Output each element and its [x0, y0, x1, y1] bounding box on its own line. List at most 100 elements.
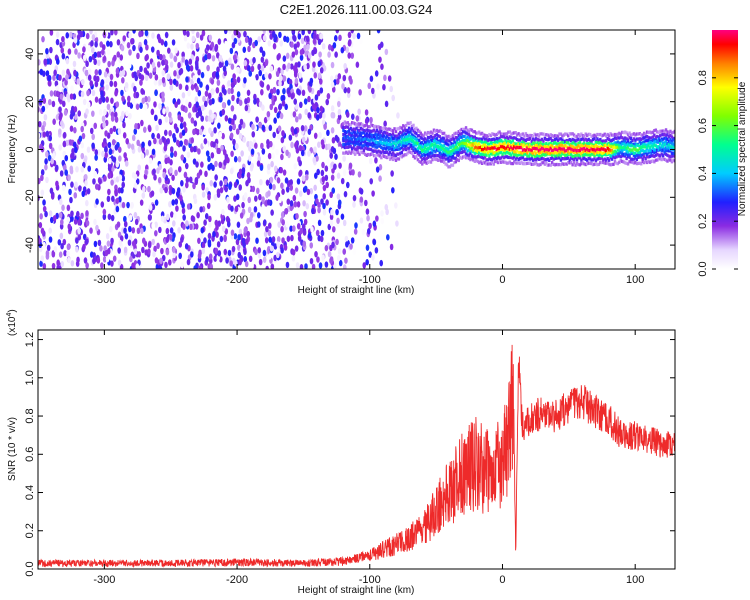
spectrogram-noise-cell — [150, 108, 155, 116]
spectrogram-signal-cell — [648, 136, 652, 140]
spectrogram-signal-cell — [498, 136, 501, 140]
spectrogram-noise-cell — [244, 206, 249, 213]
spectrogram-noise-cell — [260, 89, 264, 96]
spectrogram-noise-cell — [170, 211, 174, 218]
spectrogram-signal-cell — [616, 143, 620, 148]
spectrogram-signal-cell — [491, 141, 494, 145]
spectrogram-signal-cell — [473, 155, 477, 159]
spectrogram-noise-cell — [113, 80, 118, 88]
spectrogram-signal-cell — [356, 122, 360, 126]
spectrogram-signal-cell — [406, 135, 409, 139]
spectrogram-signal-cell — [588, 139, 592, 143]
spectrogram-signal-cell — [381, 141, 385, 146]
spectrogram-signal-cell — [600, 151, 604, 155]
spectrogram-signal-cell — [530, 139, 533, 143]
spectrogram-signal-cell — [653, 129, 656, 133]
spectrogram-signal-cell — [454, 136, 458, 140]
spectrogram-signal-cell — [359, 146, 363, 150]
spectrogram-signal-cell — [421, 162, 424, 166]
spectrogram-noise-cell — [311, 103, 316, 110]
spectrogram-noise-cell — [305, 203, 310, 210]
spectrogram-signal-cell — [587, 132, 590, 136]
spectrogram-signal-cell — [672, 154, 675, 158]
spectrogram-noise-cell — [112, 255, 117, 262]
spectrogram-noise-cell — [333, 262, 337, 269]
spectrogram-noise-cell — [116, 51, 121, 58]
spectrogram-signal-cell — [543, 144, 547, 148]
spectrogram-signal-cell — [454, 156, 458, 160]
spectrogram-signal-cell — [384, 155, 387, 159]
spectrogram-signal-cell — [466, 153, 469, 157]
spectrogram-signal-cell — [441, 139, 444, 143]
spectrogram-noise-cell — [304, 108, 308, 116]
spectrogram-signal-cell — [447, 165, 450, 169]
spectrogram-signal-cell — [495, 132, 498, 137]
spectrogram-signal-cell — [486, 142, 490, 146]
spectrogram-signal-cell — [469, 151, 472, 155]
spectrogram-signal-cell — [355, 151, 358, 155]
spectrogram-signal-cell — [612, 133, 615, 137]
spectrogram-noise-cell — [76, 256, 80, 264]
spectrogram-signal-cell — [470, 135, 474, 139]
spectrogram-signal-cell — [511, 151, 514, 155]
spectrogram-noise-cell — [57, 239, 62, 246]
spectrogram-signal-cell — [419, 160, 422, 164]
spectrogram-noise-cell — [307, 128, 312, 135]
spectrogram-signal-cell — [514, 153, 517, 157]
spectrogram-signal-cell — [650, 136, 653, 140]
spectrogram-signal-cell — [380, 127, 383, 131]
spectrogram-signal-cell — [383, 154, 386, 158]
spectrogram-signal-cell — [440, 137, 443, 141]
spectrogram-signal-cell — [352, 146, 355, 150]
spectrogram-signal-cell — [393, 156, 396, 161]
spectrogram-signal-cell — [669, 129, 672, 133]
spectrogram-signal-cell — [361, 131, 364, 135]
spectrogram-signal-cell — [653, 143, 656, 147]
spectrogram-signal-cell — [372, 154, 376, 158]
spectrogram-signal-cell — [584, 162, 587, 167]
spectrogram-noise-cell — [287, 62, 291, 70]
spectrogram-signal-cell — [581, 153, 585, 158]
spectrogram-signal-cell — [499, 134, 503, 139]
spectrogram-noise-cell — [121, 175, 126, 182]
spectrogram-signal-cell — [413, 156, 417, 160]
spectrogram-noise-cell — [312, 33, 317, 40]
spectrogram-signal-cell — [394, 134, 398, 138]
spectrogram-signal-cell — [423, 157, 427, 161]
spectrogram-signal-cell — [616, 148, 620, 152]
spectrogram-noise-cell — [176, 98, 181, 105]
spectrogram-noise-cell — [44, 164, 48, 171]
spectrogram-signal-cell — [546, 145, 549, 149]
spectrogram-noise-cell — [336, 172, 341, 179]
spectrogram-signal-cell — [374, 140, 377, 144]
spectrogram-noise-cell — [45, 250, 50, 257]
spectrogram-noise-cell — [316, 168, 320, 176]
spectrogram-signal-cell — [593, 148, 596, 152]
spectrogram-signal-cell — [520, 156, 523, 160]
spectrogram-signal-cell — [353, 140, 357, 144]
spectrogram-noise-cell — [42, 241, 46, 249]
spectrogram-noise-cell — [246, 172, 251, 179]
spectrogram-noise-cell — [87, 165, 91, 172]
spectrogram-noise-cell — [217, 250, 222, 257]
spectrogram-signal-cell — [419, 155, 422, 159]
spectrogram-noise-cell — [202, 128, 207, 136]
spectrogram-signal-cell — [634, 133, 637, 137]
spectrogram-signal-cell — [515, 155, 519, 160]
spectrogram-noise-cell — [172, 246, 176, 254]
spectrogram-signal-cell — [623, 161, 627, 165]
spectrogram-signal-cell — [539, 139, 542, 143]
spectrogram-signal-cell — [540, 161, 544, 165]
spectrogram-noise-cell — [261, 50, 266, 57]
spectrogram-noise-cell — [272, 131, 277, 139]
spectrogram-signal-cell — [634, 145, 637, 149]
spectrogram-noise-cell — [254, 195, 258, 202]
spectrogram-signal-cell — [495, 156, 498, 161]
spectrogram-signal-cell — [621, 149, 624, 153]
spectrogram-noise-cell — [357, 171, 362, 178]
spectrogram-noise-cell — [265, 125, 269, 132]
spectrogram-signal-cell — [510, 136, 513, 140]
spectrogram-signal-cell — [410, 135, 414, 139]
spectrogram-noise-cell — [264, 237, 269, 244]
spectrogram-noise-cell — [186, 203, 191, 210]
